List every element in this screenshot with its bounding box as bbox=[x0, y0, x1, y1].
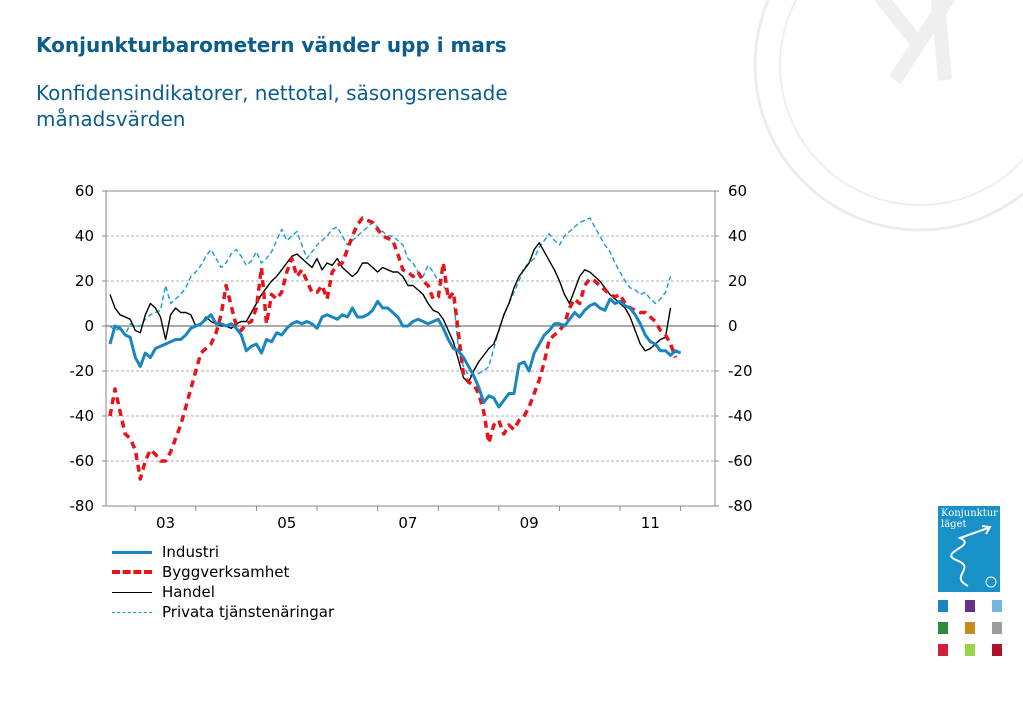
y-tick-label-left: 0 bbox=[84, 317, 94, 335]
legend-swatch-industri bbox=[112, 550, 152, 554]
y-tick-label-right: 0 bbox=[728, 317, 738, 335]
legend-label-handel: Handel bbox=[162, 583, 215, 601]
publication-mini-icon bbox=[938, 644, 948, 656]
y-tick-label-right: 60 bbox=[728, 182, 747, 200]
y-tick-label-left: -60 bbox=[70, 452, 95, 470]
publication-mini-icon bbox=[965, 600, 975, 612]
series-line-2 bbox=[109, 242, 672, 383]
plot-area-frame bbox=[105, 190, 716, 507]
publication-icon-grid bbox=[938, 600, 1004, 656]
y-tick-label-right: 40 bbox=[728, 227, 747, 245]
x-tick-label: 09 bbox=[520, 514, 539, 532]
page-subtitle: Konfidensindikatorer, nettotal, säsongsr… bbox=[36, 81, 508, 131]
publication-mini-icon bbox=[965, 622, 975, 634]
legend-label-bygg: Byggverksamhet bbox=[162, 563, 290, 581]
y-tick-label-left: 60 bbox=[75, 182, 94, 200]
publication-mini-icon bbox=[992, 622, 1002, 634]
logo-text: Konjunktur läget bbox=[941, 508, 998, 530]
legend-label-industri: Industri bbox=[162, 543, 219, 561]
legend-swatch-tjanst bbox=[112, 611, 152, 613]
y-tick-label-right: -20 bbox=[728, 362, 753, 380]
series-line-0 bbox=[108, 297, 682, 409]
series-line-3 bbox=[109, 217, 672, 377]
x-tick-label: 07 bbox=[398, 514, 417, 532]
x-tick-label: 05 bbox=[277, 514, 296, 532]
publication-mini-icon bbox=[938, 622, 948, 634]
y-tick-label-right: 20 bbox=[728, 272, 747, 290]
legend-swatch-bygg bbox=[112, 570, 152, 574]
publication-mini-icon bbox=[965, 644, 975, 656]
legend-item-bygg: Byggverksamhet bbox=[112, 562, 334, 582]
y-tick-label-right: -40 bbox=[728, 407, 753, 425]
legend-item-industri: Industri bbox=[112, 542, 334, 562]
x-tick-label: 03 bbox=[156, 514, 175, 532]
y-tick-label-right: -60 bbox=[728, 452, 753, 470]
x-tick-label: 11 bbox=[641, 514, 660, 532]
y-tick-label-left: -20 bbox=[70, 362, 95, 380]
series-line-1 bbox=[108, 216, 678, 481]
y-tick-label-left: -40 bbox=[70, 407, 95, 425]
legend-item-handel: Handel bbox=[112, 582, 334, 602]
y-tick-label-left: -80 bbox=[70, 497, 95, 515]
publication-mini-icon bbox=[938, 600, 948, 612]
y-tick-label-left: 40 bbox=[75, 227, 94, 245]
y-tick-label-right: -80 bbox=[728, 497, 753, 515]
publication-mini-icon bbox=[992, 600, 1002, 612]
y-tick-label-left: 20 bbox=[75, 272, 94, 290]
konjunkturlaget-logo-icon: Konjunktur läget bbox=[938, 506, 1000, 592]
chart-legend: Industri Byggverksamhet Handel Privata t… bbox=[112, 542, 334, 622]
legend-item-tjanst: Privata tjänstenäringar bbox=[112, 602, 334, 622]
publication-mini-icon bbox=[992, 644, 1002, 656]
page-title: Konjunkturbarometern vänder upp i mars bbox=[36, 33, 507, 57]
legend-swatch-handel bbox=[112, 591, 152, 593]
legend-label-tjanst: Privata tjänstenäringar bbox=[162, 603, 335, 621]
